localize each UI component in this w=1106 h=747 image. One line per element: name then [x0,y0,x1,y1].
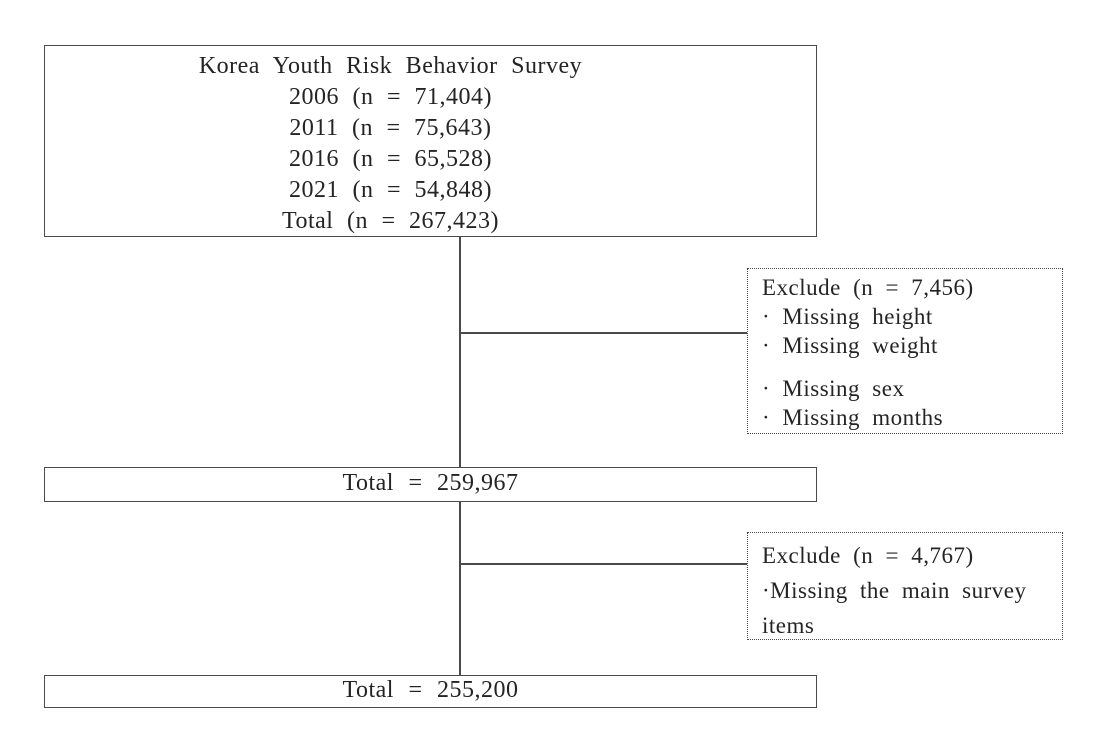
total-box-2-label: Total = 255,200 [342,677,519,703]
source-box-row-2006: 2006 (n = 71,404) [288,84,493,110]
exclude-box-2-title: Exclude (n = 4,767) [762,543,974,568]
source-box: Korea Youth Risk Behavior Survey 2006 (n… [44,45,817,237]
exclude-box-1: Exclude (n = 7,456) · Missing height · M… [747,268,1063,434]
total-box-1-label: Total = 259,967 [342,470,519,496]
exclude-box-1-item: · Missing sex [762,376,905,401]
connector-vertical-2 [459,502,461,675]
exclude-box-1-title: Exclude (n = 7,456) [762,275,974,300]
total-box-1: Total = 259,967 [44,467,817,502]
exclude-box-1-item: · Missing months [762,405,944,430]
connector-branch-2 [459,563,747,565]
exclude-box-2: Exclude (n = 4,767) ·Missing the main su… [747,532,1063,640]
source-box-row-2011: 2011 (n = 75,643) [289,115,492,141]
connector-branch-1 [459,332,747,334]
exclude-box-1-item: · Missing weight [762,333,938,358]
exclude-box-2-item: ·Missing the main survey items [762,578,1027,638]
source-box-row-2016: 2016 (n = 65,528) [288,146,493,172]
total-box-2: Total = 255,200 [44,675,817,708]
source-box-row-total: Total (n = 267,423) [282,208,499,234]
source-box-row-2021: 2021 (n = 54,848) [288,177,493,203]
source-box-title: Korea Youth Risk Behavior Survey [198,53,583,79]
exclude-box-1-item: · Missing height [762,304,933,329]
connector-vertical-1 [459,237,461,467]
source-box-content: Korea Youth Risk Behavior Survey 2006 (n… [45,51,736,237]
